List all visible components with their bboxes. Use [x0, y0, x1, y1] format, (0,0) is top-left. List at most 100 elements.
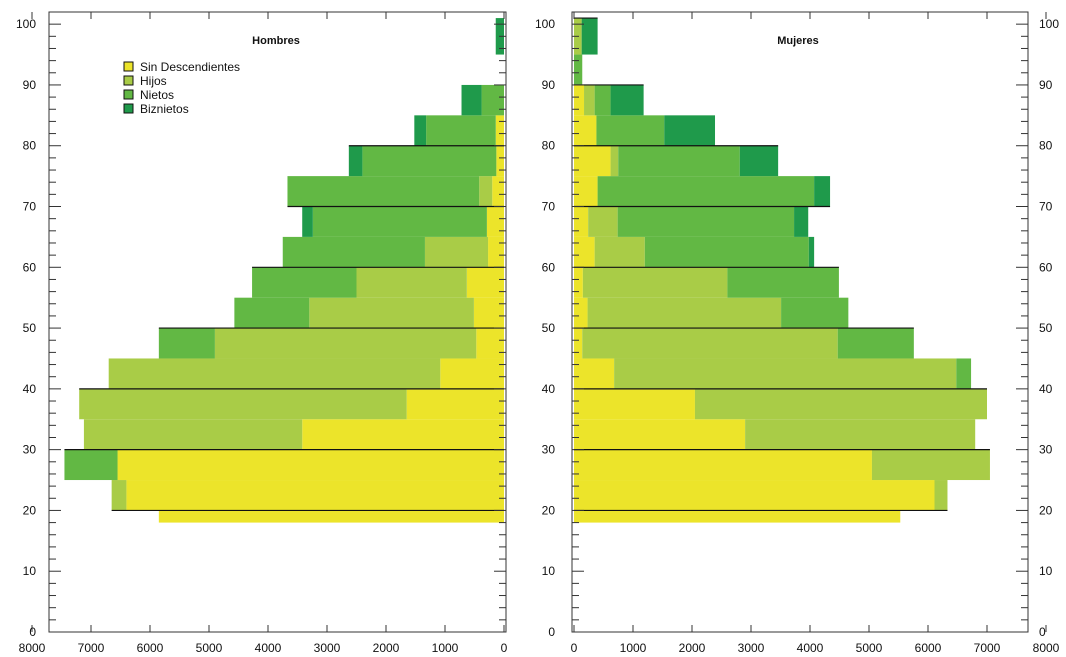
- bar-hombres-nietos-80: [426, 115, 496, 146]
- bar-mujeres-sin-descendientes-45: [574, 328, 583, 359]
- y-tick-label-right: 90: [1039, 78, 1053, 92]
- bar-mujeres-biznietos-60: [808, 236, 815, 268]
- y-tick-label-middle: 80: [542, 139, 556, 153]
- y-tick-label-left: 90: [23, 78, 37, 92]
- x-tick-label: 8000: [19, 641, 46, 655]
- bar-hombres-nietos-75: [362, 145, 497, 177]
- bar-hombres-sin-descendientes-65: [486, 206, 504, 237]
- bar-hombres-hijos-50: [309, 297, 474, 329]
- bar-mujeres-nietos-70: [597, 176, 815, 207]
- bar-mujeres-sin-descendientes-18: [574, 510, 901, 523]
- bar-mujeres-sin-descendientes-40: [574, 358, 615, 389]
- x-tick-label: 1000: [432, 641, 459, 655]
- y-tick-label-left: 30: [23, 443, 37, 457]
- y-tick-label-right: 40: [1039, 382, 1053, 396]
- y-tick-label-left: 50: [23, 321, 37, 335]
- bar-mujeres-nietos-80: [596, 115, 665, 146]
- x-tick-label: 8000: [1033, 641, 1060, 655]
- x-tick-label: 5000: [196, 641, 223, 655]
- bar-hombres-nietos-85: [481, 84, 504, 116]
- bar-mujeres-hijos-50: [587, 297, 782, 329]
- bar-mujeres-hijos-75: [610, 145, 619, 177]
- legend-label-sin-descendientes: Sin Descendientes: [140, 60, 240, 74]
- x-tick-label: 4000: [255, 641, 282, 655]
- bar-mujeres-biznietos-75: [739, 145, 779, 177]
- y-tick-label-middle: 100: [535, 17, 555, 31]
- bar-hombres-sin-descendientes-75: [496, 145, 504, 177]
- bar-mujeres-sin-descendientes-20: [574, 480, 935, 511]
- bar-hombres-nietos-60: [282, 236, 425, 268]
- bar-mujeres-hijos-35: [694, 388, 987, 420]
- bar-hombres-hijos-55: [356, 267, 467, 298]
- x-tick-label: 4000: [797, 641, 824, 655]
- bar-hombres-nietos-45: [158, 328, 215, 359]
- bar-mujeres-hijos-60: [594, 236, 645, 268]
- y-tick-label-middle: 60: [542, 260, 556, 274]
- bar-mujeres-nietos-75: [618, 145, 740, 177]
- x-tick-label: 2000: [679, 641, 706, 655]
- y-tick-label-left: 70: [23, 200, 37, 214]
- bar-mujeres-sin-descendientes-75: [574, 145, 611, 177]
- legend-label-biznietos: Biznietos: [140, 102, 189, 116]
- bar-mujeres-biznietos-80: [664, 115, 716, 146]
- y-tick-label-middle: 0: [548, 625, 555, 639]
- bar-hombres-hijos-30: [83, 419, 303, 450]
- x-tick-label: 7000: [974, 641, 1001, 655]
- bar-mujeres-sin-descendientes-60: [574, 236, 595, 268]
- bar-hombres-nietos-55: [252, 267, 357, 298]
- bar-mujeres-hijos-20: [934, 480, 948, 511]
- x-tick-label: 0: [571, 641, 578, 655]
- bar-mujeres-sin-descendientes-80: [574, 115, 597, 146]
- bar-mujeres-hijos-40: [614, 358, 957, 389]
- x-tick-label: 2000: [373, 641, 400, 655]
- bar-hombres-sin-descendientes-25: [117, 449, 505, 481]
- bar-mujeres-hijos-55: [582, 267, 728, 298]
- bar-mujeres-biznietos-95: [581, 18, 598, 55]
- bar-mujeres-sin-descendientes-25: [574, 449, 872, 481]
- y-tick-label-right: 60: [1039, 260, 1053, 274]
- y-tick-label-right: 50: [1039, 321, 1053, 335]
- x-tick-label: 3000: [738, 641, 765, 655]
- x-tick-label: 6000: [137, 641, 164, 655]
- bar-hombres-hijos-35: [79, 388, 407, 420]
- y-tick-label-middle: 50: [542, 321, 556, 335]
- bar-hombres-sin-descendientes-80: [495, 115, 504, 146]
- bar-mujeres-sin-descendientes-70: [574, 176, 598, 207]
- bar-mujeres-biznietos-65: [794, 206, 809, 237]
- bar-hombres-hijos-40: [108, 358, 441, 389]
- y-tick-label-left: 40: [23, 382, 37, 396]
- bar-mujeres-nietos-85: [594, 84, 611, 116]
- bar-mujeres-sin-descendientes-50: [574, 297, 588, 329]
- y-tick-label-right: 10: [1039, 564, 1053, 578]
- bar-hombres-nietos-50: [234, 297, 310, 329]
- bar-mujeres-sin-descendientes-55: [574, 267, 583, 298]
- bar-mujeres-hijos-25: [871, 449, 990, 481]
- bar-hombres-sin-descendientes-20: [126, 480, 505, 511]
- bar-hombres-sin-descendientes-45: [476, 328, 504, 359]
- bar-hombres-nietos-65: [312, 206, 487, 237]
- bar-hombres-biznietos-65: [302, 206, 313, 237]
- bar-hombres-sin-descendientes-40: [440, 358, 504, 389]
- bar-hombres-nietos-25: [64, 449, 118, 481]
- bar-hombres-sin-descendientes-50: [473, 297, 504, 329]
- y-tick-label-middle: 20: [542, 503, 556, 517]
- x-tick-label: 1000: [620, 641, 647, 655]
- y-tick-label-middle: 90: [542, 78, 556, 92]
- bar-hombres-hijos-60: [424, 236, 489, 268]
- bar-hombres-sin-descendientes-55: [466, 267, 504, 298]
- bar-mujeres-biznietos-85: [610, 84, 644, 116]
- y-tick-label-right: 0: [1039, 625, 1046, 639]
- plot-frame-hombres: [48, 11, 507, 633]
- x-tick-label: 3000: [314, 641, 341, 655]
- y-tick-label-left: 10: [23, 564, 37, 578]
- bar-mujeres-nietos-90: [574, 54, 583, 85]
- legend-swatch-biznietos: [123, 103, 134, 114]
- y-tick-label-middle: 70: [542, 200, 556, 214]
- bar-hombres-biznietos-80: [414, 115, 427, 146]
- bar-hombres-hijos-45: [214, 328, 477, 359]
- bar-mujeres-hijos-45: [582, 328, 838, 359]
- y-tick-label-right: 20: [1039, 503, 1053, 517]
- plot-frame-mujeres: [571, 11, 1029, 633]
- y-tick-label-middle: 10: [542, 564, 556, 578]
